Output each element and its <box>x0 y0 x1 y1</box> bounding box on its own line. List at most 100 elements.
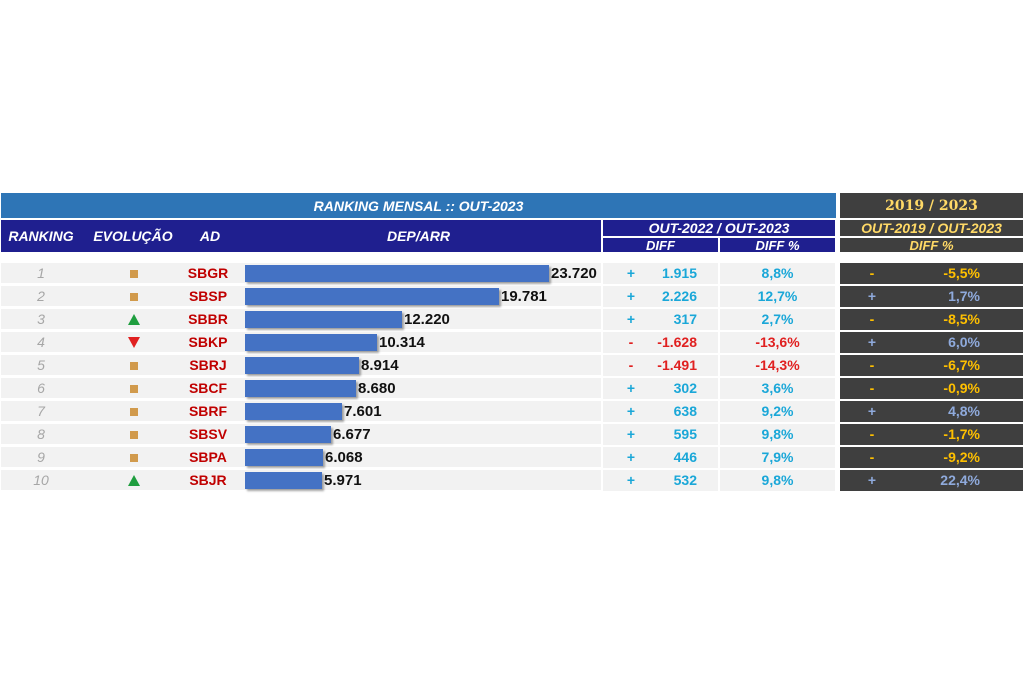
dep-arr-value: 6.677 <box>333 426 371 443</box>
diff-cell: +2.226 <box>603 286 718 307</box>
diff-pct-cell: 9,8% <box>720 424 835 445</box>
up-arrow-icon <box>128 314 140 325</box>
diff-pct-value: 7,9% <box>761 449 794 465</box>
dep-arr-bar <box>245 403 342 420</box>
airport-code: SBBR <box>188 311 228 327</box>
dep-arr-value: 19.781 <box>501 288 547 305</box>
diff-pct-cell: -13,6% <box>720 332 835 353</box>
diff-sign: + <box>626 311 636 327</box>
row-main-cell: 4 SBKP 10.314 <box>1 332 601 353</box>
dep-arr-bar <box>245 472 322 489</box>
evolution-cell <box>96 263 172 284</box>
diff-cell: +317 <box>603 309 718 330</box>
rank-label: 3 <box>37 311 45 327</box>
diff-pct-value: 8,8% <box>761 265 794 281</box>
diff-value: -1.491 <box>657 357 697 373</box>
diff-pct-value: 9,8% <box>761 426 794 442</box>
diff-sign: + <box>626 426 636 442</box>
long-diff-sign: + <box>867 472 877 488</box>
rank-label: 6 <box>37 380 45 396</box>
rank-label: 2 <box>37 288 45 304</box>
rank-label: 1 <box>37 265 45 281</box>
diff-value: 638 <box>673 403 697 419</box>
diff-cell: +595 <box>603 424 718 445</box>
col-evolucao: EVOLUÇÃO <box>93 228 173 244</box>
evolution-cell <box>96 332 172 353</box>
evolution-cell <box>96 355 172 376</box>
long-diff-cell: - -5,5% <box>840 263 1023 284</box>
up-arrow-icon <box>128 475 140 486</box>
square-icon <box>130 430 138 439</box>
table-row: 4 SBKP 10.314 - -1.628 -13,6% +6,0% <box>0 332 1024 354</box>
evolution-cell <box>96 378 172 399</box>
table-row: 6 SBCF 8.680 +302 3,6% - -0,9% <box>0 378 1024 400</box>
diff-pct-cell: 9,2% <box>720 401 835 422</box>
table-row: 5 SBRJ 8.914 - -1.491 -14,3% - -6,7% <box>0 355 1024 377</box>
evolution-cell <box>96 286 172 307</box>
long-diff-sign: - <box>869 265 875 281</box>
col-ranking: RANKING <box>8 228 74 244</box>
long-diff-sign: - <box>869 311 875 327</box>
table-row: 3 SBBR 12.220 +317 2,7% - -8,5% <box>0 309 1024 331</box>
rank-label: 9 <box>37 449 45 465</box>
row-main-cell: 1 SBGR 23.720 <box>1 263 601 284</box>
period-label: 2019 / 2023 <box>840 193 1023 218</box>
rank-label: 10 <box>33 472 49 488</box>
dep-arr-bar <box>245 265 549 282</box>
table-row: 8 SBSV 6.677 +595 9,8% - -1,7% <box>0 424 1024 446</box>
col-dep-arr: DEP/ARR <box>386 228 450 244</box>
diff-sign: + <box>626 449 636 465</box>
diff-value: 302 <box>673 380 697 396</box>
diff-pct-cell: 9,8% <box>720 470 835 491</box>
long-diff-pct: 22,4% <box>940 472 980 488</box>
rank-label: 7 <box>37 403 45 419</box>
diff-sign: + <box>626 265 636 281</box>
diff-pct-cell: 7,9% <box>720 447 835 468</box>
diff-value: 446 <box>673 449 697 465</box>
rank-label: 5 <box>37 357 45 373</box>
diff-pct-value: 9,2% <box>761 403 794 419</box>
diff-sign: + <box>626 403 636 419</box>
long-diff-cell: +22,4% <box>840 470 1023 491</box>
diff-sign: + <box>626 380 636 396</box>
dep-arr-value: 8.914 <box>361 357 399 374</box>
group-recent-header: OUT-2022 / OUT-2023 <box>603 220 835 236</box>
long-diff-cell: +1,7% <box>840 286 1023 307</box>
dep-arr-value: 8.680 <box>358 380 396 397</box>
long-diff-sign: - <box>869 449 875 465</box>
square-icon <box>130 407 138 416</box>
diff-pct-value: 12,7% <box>757 288 798 304</box>
diff-pct-value: 2,7% <box>761 311 794 327</box>
diff-pct-cell: 2,7% <box>720 309 835 330</box>
evolution-cell <box>96 447 172 468</box>
long-diff-sign: + <box>867 288 877 304</box>
evolution-cell <box>96 424 172 445</box>
long-diff-pct: 1,7% <box>948 288 980 304</box>
diff-pct-cell: 8,8% <box>720 263 835 284</box>
square-icon <box>130 453 138 462</box>
square-icon <box>130 361 138 370</box>
table-row: 10 SBJR 5.971 +532 9,8% +22,4% <box>0 470 1024 492</box>
diff-pct-cell: 3,6% <box>720 378 835 399</box>
row-main-cell: 2 SBSP 19.781 <box>1 286 601 307</box>
long-diff-pct: -8,5% <box>943 311 980 327</box>
diff-sign: + <box>626 472 636 488</box>
diff-sign: + <box>626 288 636 304</box>
diff-cell: - -1.628 <box>603 332 718 353</box>
long-diff-pct: -5,5% <box>943 265 980 281</box>
long-diff-pct: -1,7% <box>943 426 980 442</box>
rank-label: 8 <box>37 426 45 442</box>
dep-arr-bar <box>245 357 359 374</box>
row-main-cell: 8 SBSV 6.677 <box>1 424 601 445</box>
diff-cell: +446 <box>603 447 718 468</box>
diff-pct-value: 9,8% <box>761 472 794 488</box>
long-diff-pct: -0,9% <box>943 380 980 396</box>
dep-arr-value: 5.971 <box>324 472 362 489</box>
long-diff-sign: + <box>867 334 877 350</box>
diff-pct-value: 3,6% <box>761 380 794 396</box>
long-diff-sign: - <box>869 426 875 442</box>
group-recent-diff-header: DIFF <box>603 238 718 253</box>
col-ad: AD <box>199 228 221 244</box>
evolution-cell <box>96 309 172 330</box>
group-long-header: OUT-2019 / OUT-2023 <box>840 220 1023 236</box>
